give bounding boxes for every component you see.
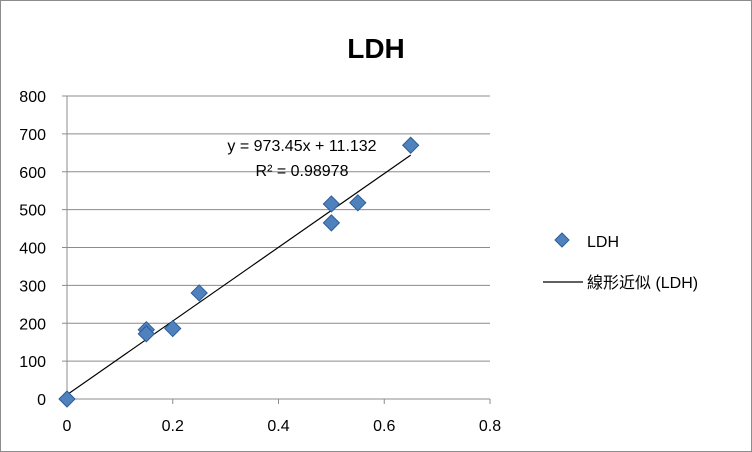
legend-marker-diamond [554, 232, 570, 248]
y-tick-label: 0 [37, 392, 46, 409]
y-tick-labels: 0 100 200 300 400 500 600 700 800 [19, 89, 46, 409]
chart-title: LDH [347, 33, 405, 64]
x-tick-label: 0.2 [162, 418, 184, 435]
x-tick-label: 0.6 [373, 418, 395, 435]
y-tick-label: 600 [19, 165, 46, 182]
x-tick-label: 0.4 [267, 418, 289, 435]
legend-diamond [554, 232, 570, 248]
data-point [58, 390, 76, 408]
data-point [322, 214, 341, 232]
trendline-equation: y = 973.45x + 11.132 [227, 138, 376, 155]
gridlines [62, 95, 491, 404]
x-tick-label: 0.8 [479, 418, 501, 435]
data-point [137, 325, 156, 343]
x-tick-label: 0 [63, 418, 72, 435]
y-tick-label: 300 [19, 278, 46, 295]
y-tick-label: 400 [19, 241, 46, 258]
x-tick-labels: 0 0.2 0.4 0.6 0.8 [63, 418, 502, 435]
y-tick-label: 800 [19, 89, 46, 106]
legend-label-ldh: LDH [587, 234, 619, 251]
data-points [58, 136, 420, 408]
y-tick-label: 200 [19, 316, 46, 333]
y-tick-label: 700 [19, 127, 46, 144]
data-point [164, 319, 182, 338]
trendline [66, 154, 412, 396]
trendline-r-squared: R² = 0.98978 [256, 163, 349, 180]
axes [66, 96, 490, 400]
data-point [349, 194, 367, 212]
data-point [401, 136, 420, 154]
legend: LDH 線形近似 (LDH) [543, 232, 698, 292]
y-tick-label: 500 [19, 203, 46, 220]
data-point [322, 195, 341, 213]
y-tick-label: 100 [19, 354, 46, 371]
legend-label-trend: 線形近似 (LDH) [587, 274, 698, 292]
trendline-group [66, 154, 412, 396]
data-point [190, 284, 208, 302]
